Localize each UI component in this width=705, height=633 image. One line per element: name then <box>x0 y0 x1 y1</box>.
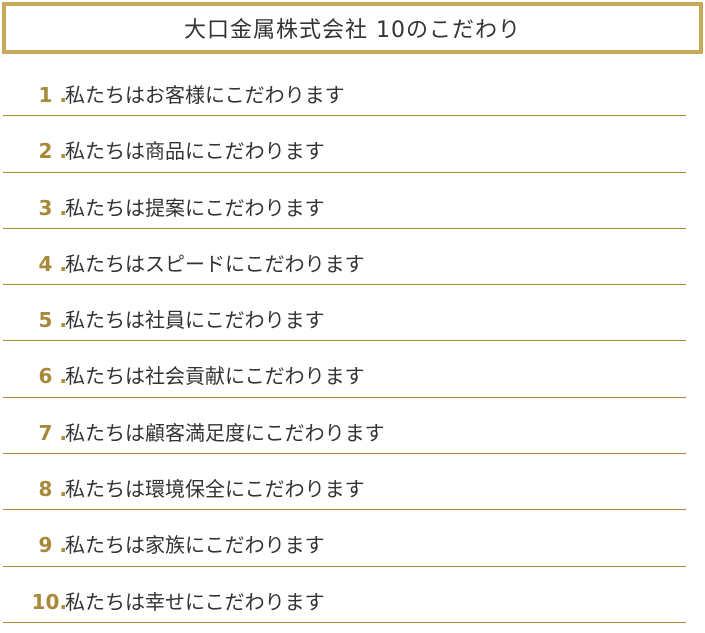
item-text: 私たちはスピードにこだわります <box>65 251 365 276</box>
list-item: 8 . 私たちは環境保全にこだわります <box>3 454 686 511</box>
commitment-list: 1 . 私たちはお客様にこだわります 2 . 私たちは商品にこだわります 3 . 私た… <box>3 60 686 623</box>
list-item: 3 . 私たちは提案にこだわります <box>3 173 686 229</box>
item-number: 9 . <box>38 533 67 558</box>
item-number: 8 . <box>38 477 67 502</box>
list-item: 2 . 私たちは商品にこだわります <box>3 116 686 173</box>
item-text: 私たちは提案にこだわります <box>65 195 325 220</box>
list-item: 6 . 私たちは社会貢献にこだわります <box>3 341 686 398</box>
list-item: 1 . 私たちはお客様にこだわります <box>3 60 686 117</box>
item-number: 2 . <box>38 139 67 164</box>
item-number: 4 . <box>38 251 67 276</box>
item-text: 私たちは顧客満足度にこだわります <box>65 420 385 445</box>
item-number: 7 . <box>38 420 67 445</box>
list-item: 9 . 私たちは家族にこだわります <box>3 510 686 567</box>
list-item: 7 . 私たちは顧客満足度にこだわります <box>3 398 686 455</box>
page-title: 大口金属株式会社 10のこだわり <box>2 2 703 54</box>
item-text: 私たちは家族にこだわります <box>65 533 325 558</box>
item-number: 10. <box>31 589 67 614</box>
item-text: 私たちはお客様にこだわります <box>65 83 345 107</box>
list-item: 10. 私たちは幸せにこだわります <box>3 567 686 623</box>
item-text: 私たちは幸せにこだわります <box>65 589 325 614</box>
item-text: 私たちは環境保全にこだわります <box>65 477 365 502</box>
item-text: 私たちは社員にこだわります <box>65 308 325 333</box>
item-number: 5 . <box>38 308 67 333</box>
list-item: 4 . 私たちはスピードにこだわります <box>3 229 686 286</box>
item-number: 6 . <box>38 364 67 389</box>
item-number: 1 . <box>38 83 67 107</box>
list-item: 5 . 私たちは社員にこだわります <box>3 285 686 342</box>
item-text: 私たちは商品にこだわります <box>65 139 325 164</box>
item-number: 3 . <box>38 195 67 220</box>
item-text: 私たちは社会貢献にこだわります <box>65 364 365 389</box>
